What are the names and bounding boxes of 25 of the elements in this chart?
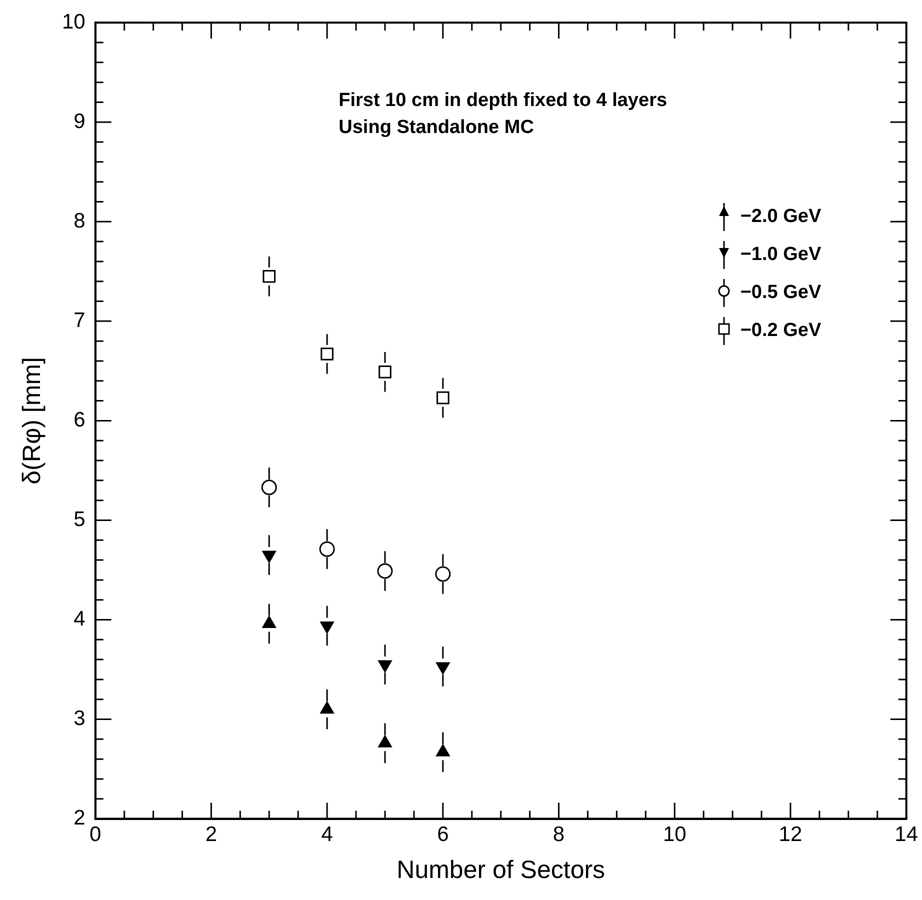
y-tick-label: 9: [74, 110, 86, 133]
y-tick-label: 6: [74, 408, 86, 432]
annotation: Using Standalone MC: [338, 116, 534, 138]
legend-label: −2.0 GeV: [740, 206, 822, 228]
y-axis-title: δ(Rφ) [mm]: [18, 357, 46, 484]
x-tick-label: 4: [321, 823, 334, 846]
y-tick-label: 2: [74, 806, 86, 830]
x-tick-label: 2: [205, 823, 218, 846]
y-tick-label: 3: [74, 707, 86, 730]
y-tick-label: 10: [62, 10, 86, 34]
x-tick-label: 6: [437, 823, 449, 846]
legend-label: −1.0 GeV: [740, 244, 822, 266]
x-axis-title: Number of Sectors: [396, 856, 606, 884]
legend-label: −0.2 GeV: [740, 320, 822, 342]
annotation: First 10 cm in depth fixed to 4 layers: [338, 90, 668, 111]
y-tick-label: 5: [74, 508, 86, 532]
x-tick-label: 0: [90, 823, 102, 846]
x-tick-label: 12: [778, 823, 802, 846]
y-tick-label: 4: [74, 608, 86, 631]
legend-label: −0.5 GeV: [740, 282, 822, 304]
x-tick-label: 14: [894, 823, 918, 846]
x-tick-label: 10: [662, 823, 686, 846]
y-tick-label: 8: [74, 209, 86, 232]
x-tick-label: 8: [552, 823, 565, 846]
y-tick-label: 7: [74, 308, 86, 332]
